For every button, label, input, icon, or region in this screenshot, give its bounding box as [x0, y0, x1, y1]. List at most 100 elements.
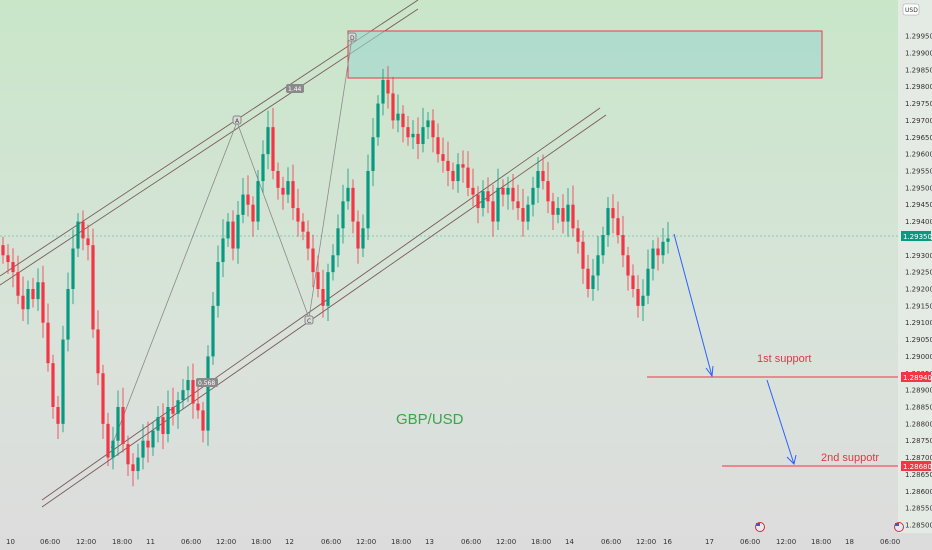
candle-body: [596, 255, 600, 276]
candle-body: [396, 113, 400, 121]
candle-body: [101, 373, 105, 424]
candle-body: [626, 255, 630, 276]
pattern-c-text: C: [307, 318, 311, 325]
candle-body: [616, 218, 620, 236]
time-tick: 06:00: [181, 538, 201, 546]
candle-body: [591, 275, 595, 289]
candle-body: [486, 191, 490, 202]
time-tick: 18:00: [531, 538, 551, 546]
candle-body: [146, 440, 150, 448]
candle-body: [286, 181, 290, 195]
time-tick: 06:00: [740, 538, 760, 546]
candle-body: [186, 380, 190, 391]
candle-body: [381, 79, 385, 104]
time-tick: 06:00: [321, 538, 341, 546]
time-tick: 06:00: [880, 538, 900, 546]
candle-body: [121, 406, 125, 445]
time-tick: 18: [845, 538, 854, 546]
price-tick: 1.28600: [905, 488, 932, 496]
candle-body: [206, 356, 210, 431]
channel-line-4: [41, 114, 607, 508]
pattern-a-text: A: [235, 118, 240, 125]
pattern-b-text: D: [350, 35, 355, 42]
candle-body: [86, 238, 90, 246]
channel-line-3: [41, 107, 601, 501]
candle-body: [541, 170, 545, 182]
candle-body: [311, 248, 315, 273]
candle-body: [646, 268, 650, 296]
candle-body: [331, 255, 335, 273]
candle-body: [16, 272, 20, 296]
candle-body: [471, 187, 475, 195]
candle-body: [181, 390, 185, 401]
candle-body: [151, 430, 155, 448]
candle-body: [11, 262, 15, 273]
candle-body: [276, 170, 280, 188]
candle-body: [216, 262, 220, 306]
candle-body: [461, 164, 465, 168]
candle-body: [21, 295, 25, 310]
us-flag-icon-1: [755, 522, 765, 532]
candle-body: [391, 93, 395, 121]
candle-body: [316, 272, 320, 289]
price-tick: 1.29100: [905, 319, 932, 327]
candle-body: [601, 235, 605, 256]
candle-body: [306, 231, 310, 249]
fib-label-1: 1.44: [286, 84, 304, 93]
time-tick: 12: [285, 538, 294, 546]
price-tick: 1.29250: [905, 269, 932, 277]
price-tick: 1.29600: [905, 151, 932, 159]
pattern-label-c: C: [304, 315, 314, 325]
candle-body: [246, 194, 250, 205]
time-tick: 06:00: [40, 538, 60, 546]
time-tick-labels: 10 06:00 12:00 18:00 11 06:00 12:00 18:00 12 06:0…: [6, 538, 900, 546]
time-tick: 06:00: [461, 538, 481, 546]
candle-body: [266, 127, 270, 155]
price-tick-labels: 1.29950 1.29900 1.29850 1.29800 1.29750 1.297…: [905, 33, 932, 530]
resistance-zone: [347, 30, 823, 79]
time-axis[interactable]: [0, 533, 932, 550]
candle-body: [536, 170, 540, 188]
price-tick: 1.29950: [905, 33, 932, 41]
candle-body: [346, 187, 350, 202]
projection-arrows: [673, 233, 797, 465]
candle-body: [291, 181, 295, 209]
candle-body: [241, 194, 245, 215]
current-price-badge: 1.29350: [901, 231, 932, 241]
price-tick: 1.28850: [905, 403, 932, 411]
candle-body: [656, 248, 660, 256]
price-tick: 1.29650: [905, 134, 932, 142]
candle-body: [41, 282, 45, 323]
price-tick: 1.29050: [905, 336, 932, 344]
candle-body: [236, 214, 240, 249]
candle-body: [506, 187, 510, 195]
candle-body: [211, 305, 215, 357]
time-tick: 12:00: [356, 538, 376, 546]
candle-body: [56, 406, 60, 424]
candle-body: [161, 417, 165, 434]
candle-body: [166, 406, 170, 434]
price-tick: 1.29300: [905, 252, 932, 260]
price-axis[interactable]: [898, 0, 932, 550]
currency-text: USD: [905, 7, 918, 14]
support-2-price: 1.28680: [903, 463, 932, 471]
time-tick: 17: [705, 538, 714, 546]
candle-body: [526, 204, 530, 222]
candle-body: [501, 187, 505, 195]
time-tick: 10: [6, 538, 15, 546]
candle-body: [71, 248, 75, 289]
candle-body: [131, 464, 135, 472]
candle-body: [66, 288, 70, 340]
candle-body: [561, 208, 565, 222]
price-tick: 1.28750: [905, 437, 932, 445]
candle-body: [451, 170, 455, 182]
candle-body: [156, 417, 160, 431]
time-tick: 06:00: [601, 538, 621, 546]
candle-body: [36, 282, 40, 300]
candle-body: [351, 187, 355, 222]
candle-body: [201, 410, 205, 431]
time-tick: 12:00: [76, 538, 96, 546]
candle-body: [436, 137, 440, 155]
